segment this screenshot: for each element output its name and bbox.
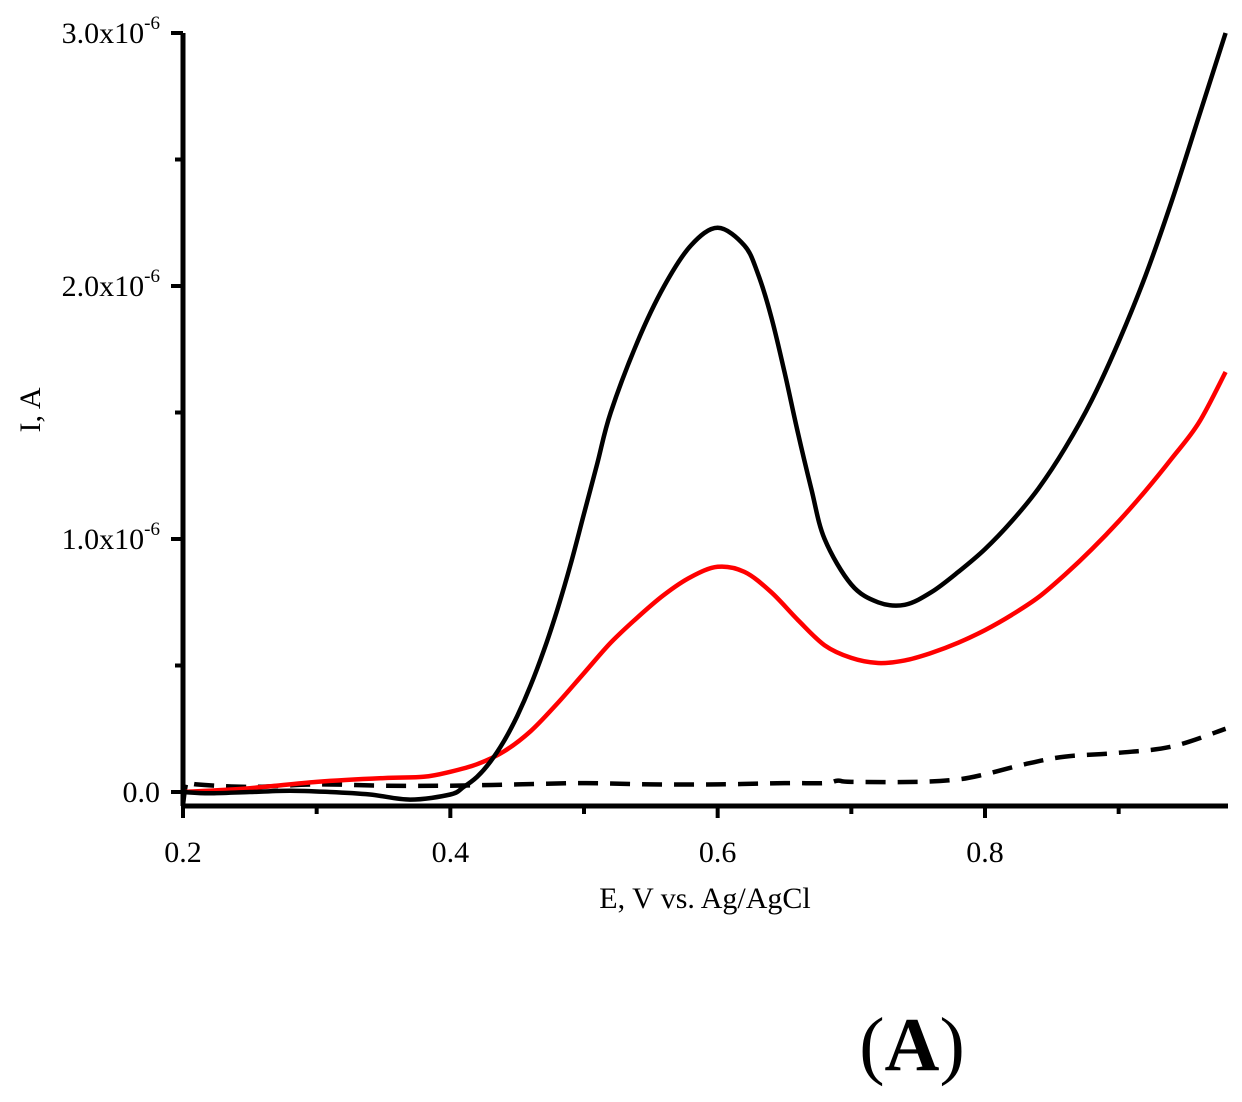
y-axis-title: I, A — [14, 387, 47, 432]
panel-label-letter: A — [885, 1003, 940, 1087]
y-tick-label: 3.0x10-6 — [62, 13, 160, 50]
x-tick-label: 0.4 — [432, 836, 470, 869]
y-tick-mantissa: 1.0x10 — [62, 523, 145, 556]
axes-layer — [180, 33, 1228, 809]
y-tick-mantissa: 2.0x10 — [62, 270, 145, 303]
x-axis-title: E, V vs. Ag/AgCl — [599, 882, 810, 915]
x-tick-label: 0.2 — [164, 836, 202, 869]
y-tick-exponent: -6 — [144, 13, 160, 34]
y-tick-label: 2.0x10-6 — [62, 266, 160, 303]
series-line-solid-black — [182, 32, 1228, 802]
panel-label-open-paren: ( — [859, 1003, 884, 1087]
y-tick-mantissa: 3.0x10 — [62, 17, 145, 50]
y-tick-exponent: -6 — [144, 519, 160, 540]
x-tick-label: 0.6 — [699, 836, 737, 869]
y-tick-label: 0.0 — [123, 776, 161, 809]
y-tick-exponent: -6 — [144, 266, 160, 287]
y-tick-label: 1.0x10-6 — [62, 519, 160, 556]
panel-label-close-paren: ) — [939, 1003, 964, 1087]
panel-label: (A) — [859, 1003, 965, 1087]
y-tick-mantissa: 0.0 — [123, 776, 161, 809]
series-layer — [180, 32, 1228, 806]
x-tick-label: 0.8 — [966, 836, 1004, 869]
series-line-red — [182, 370, 1228, 795]
ticks-layer: 0.2 0.4 0.6 0.80.01.0x10-62.0x10-63.0x10-6 — [62, 13, 1121, 869]
